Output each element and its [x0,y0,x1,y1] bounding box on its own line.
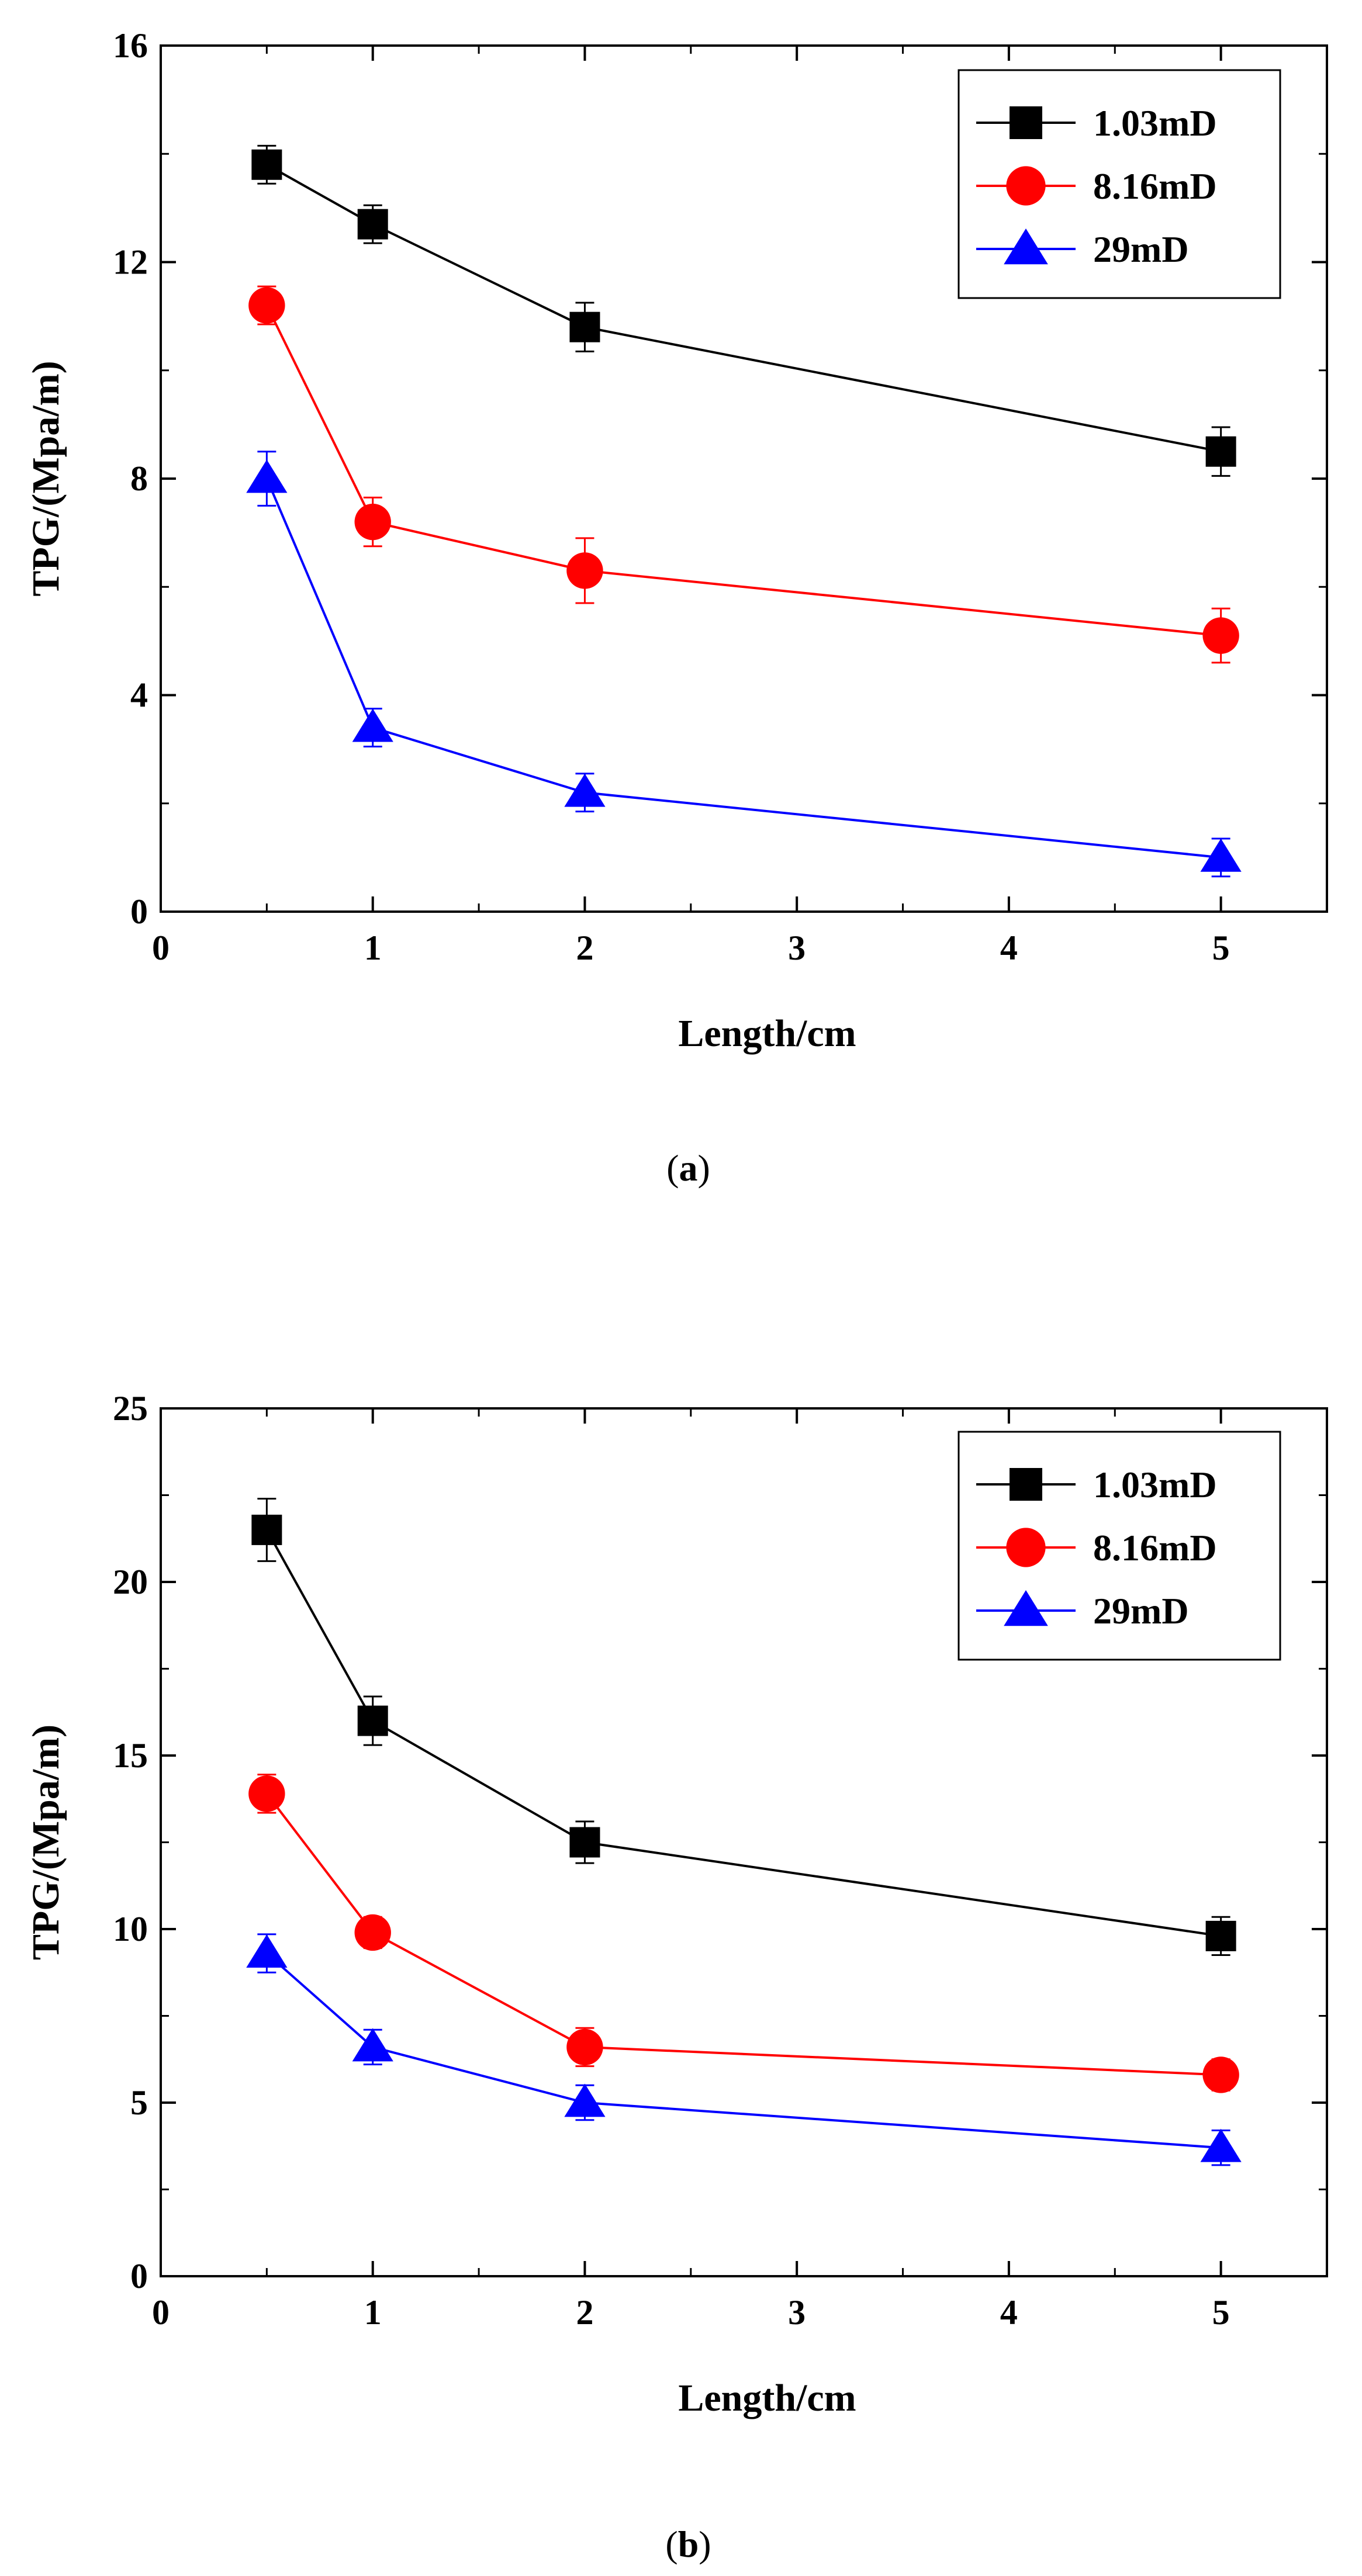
y-tick-label: 8 [130,459,148,498]
data-point [246,459,288,493]
legend-label: 8.16mD [1093,1527,1217,1569]
y-tick-label: 0 [130,892,148,931]
data-point [1202,2056,1239,2093]
y-tick-label: 15 [113,1736,148,1775]
series-8.16mD [248,1774,1239,2093]
data-point [564,773,606,807]
y-axis-title: TPG/(Mpa/m) [25,361,67,596]
legend-label: 1.03mD [1093,102,1217,144]
data-point [354,1914,391,1951]
x-tick-label: 4 [1000,2293,1018,2332]
data-point [357,1705,388,1736]
series-line [266,1952,1221,2149]
legend-item-29mD: 29mD [976,228,1189,270]
data-point [354,503,391,541]
figure-caption: (b) [665,2523,711,2565]
data-point [1205,436,1236,467]
data-point [566,2028,603,2066]
legend-label: 8.16mD [1093,165,1217,207]
data-point [357,209,388,240]
legend-item-29mD: 29mD [976,1590,1189,1632]
legend-label: 29mD [1093,1590,1189,1632]
legend-label: 29mD [1093,228,1189,270]
y-tick-label: 4 [130,676,148,715]
x-tick-label: 1 [364,929,382,967]
series-line [265,478,1221,859]
legend: 1.03mD 8.16mD 29mD [957,69,1281,299]
legend-marker [1010,106,1042,139]
x-axis-title: Length/cm [678,1012,856,1055]
data-point [1200,2128,1242,2162]
x-tick-label: 1 [364,2293,382,2332]
legend-marker [1006,166,1046,206]
figure-caption: (a) [666,1147,710,1189]
chart-panel-a: 0 1 2 3 4 50481216Length/cmTPG/(Mpa/m)1.03mD8… [25,26,1328,1189]
x-tick-label: 4 [1000,929,1018,967]
series-8.16mD [248,285,1239,664]
data-point [248,1775,285,1812]
legend-item-8.16mD: 8.16mD [976,1527,1217,1569]
y-tick-label: 20 [113,1563,148,1601]
caption-letter: a [679,1147,698,1189]
y-tick-label: 25 [113,1389,148,1428]
series-29mD [246,451,1242,878]
x-tick-label: 0 [152,2293,170,2332]
series-line [265,1529,1221,1937]
legend: 1.03mD 8.16mD 29mD [957,1431,1281,1661]
data-point [564,2083,606,2117]
series-line [266,164,1222,453]
data-point [352,708,393,742]
data-point [1202,617,1239,654]
x-tick-label: 3 [788,2293,806,2332]
legend-item-8.16mD: 8.16mD [976,165,1217,207]
legend-marker [1006,1528,1046,1567]
y-tick-label: 5 [130,2083,148,2122]
x-axis-title: Length/cm [678,2377,856,2419]
chart-panel-b: 0 1 2 3 4 5 0 5 10 15 20 25 Length/cm TPG/(Mpa/m) 1.03… [25,1389,1328,2565]
data-point [251,149,282,180]
legend-item-1.03mD: 1.03mD [976,102,1217,144]
data-point [1200,838,1242,872]
data-point [251,1514,282,1545]
y-tick-label: 16 [113,26,148,65]
data-point [569,1827,600,1858]
data-point [1205,1920,1236,1951]
x-tick-label: 5 [1212,929,1230,967]
x-tick-label: 3 [788,929,806,967]
y-tick-label: 10 [113,1910,148,1948]
data-point [246,1934,288,1968]
series-1.03mD [251,1497,1236,1957]
series-line [265,304,1221,637]
legend-label: 1.03mD [1093,1464,1217,1505]
legend-marker [1010,1468,1042,1501]
data-point [352,2028,393,2062]
series-1.03mD [251,144,1236,477]
data-point [248,287,285,324]
legend-marker [1004,228,1048,265]
caption-letter: b [678,2523,699,2565]
series-line [265,1793,1221,2076]
legend-marker [1004,1590,1048,1626]
x-tick-label: 2 [576,929,593,967]
data-point [566,552,603,589]
y-axis-title: TPG/(Mpa/m) [25,1725,67,1960]
data-point [569,311,600,342]
x-tick-label: 5 [1212,2293,1230,2332]
y-tick-label: 0 [130,2257,148,2295]
legend-item-1.03mD: 1.03mD [976,1464,1217,1505]
series-29mD [246,1933,1242,2166]
y-tick-label: 12 [113,243,148,282]
x-tick-label: 2 [576,2293,593,2332]
x-tick-label: 0 [152,929,170,967]
